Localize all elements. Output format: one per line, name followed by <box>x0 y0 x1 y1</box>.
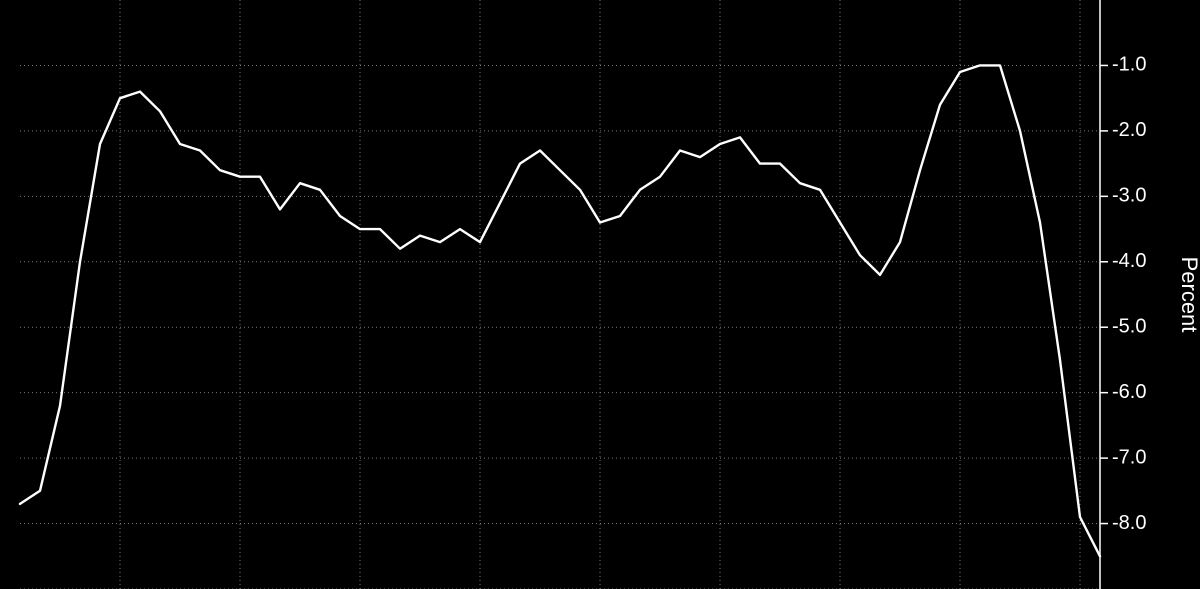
y-tick-label: -7.0 <box>1112 446 1146 468</box>
y-tick-label: -1.0 <box>1112 54 1146 76</box>
y-tick-label: -6.0 <box>1112 381 1146 403</box>
y-tick-label: -5.0 <box>1112 316 1146 338</box>
y-tick-label: -3.0 <box>1112 185 1146 207</box>
y-tick-label: -2.0 <box>1112 119 1146 141</box>
line-chart: -1.0 -2.0 -3.0 -4.0 -5.0 -6.0 -7.0 -8.0 Percent <box>0 0 1200 589</box>
y-axis-title: Percent <box>1177 257 1200 333</box>
y-tick-label: -8.0 <box>1112 512 1146 534</box>
y-tick-label: -4.0 <box>1112 250 1146 272</box>
chart-svg: -1.0 -2.0 -3.0 -4.0 -5.0 -6.0 -7.0 -8.0 Percent <box>0 0 1200 589</box>
